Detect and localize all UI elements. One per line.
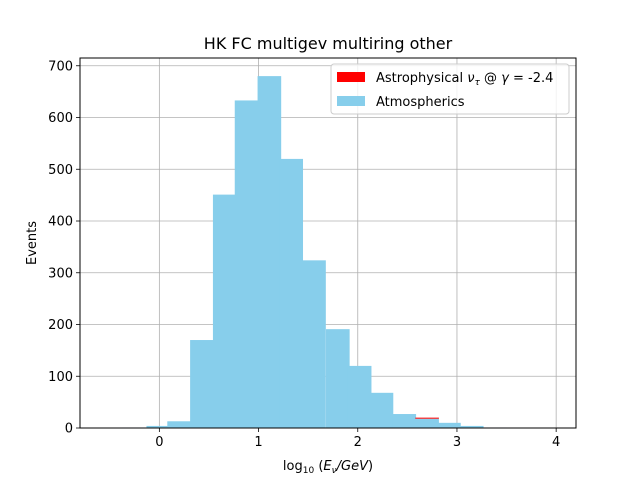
bar-atmospherics: [459, 425, 484, 428]
y-axis-label: Events: [25, 221, 40, 265]
x-axis-label: log10 (Eν/GeV): [283, 459, 373, 476]
legend-swatch-atmospherics: [337, 96, 365, 106]
legend-swatch-astrophysical: [337, 72, 365, 82]
legend-nu: ν: [467, 71, 474, 86]
bar-astrophysical: [415, 417, 439, 419]
x-tick-label: 0: [155, 435, 163, 450]
x-axis-label-nu: ν: [332, 466, 337, 476]
legend-tau-subscript: τ: [474, 78, 480, 88]
bar-atmospherics: [146, 425, 171, 428]
bar-atmospherics: [415, 418, 439, 428]
legend-gamma-value: = -2.4: [509, 71, 554, 86]
legend-at: @: [480, 71, 501, 86]
x-tick-label: 2: [354, 435, 362, 450]
y-tick-label: 700: [48, 59, 73, 74]
x-axis-label-close: ): [368, 459, 373, 474]
x-tick-label: 4: [552, 435, 560, 450]
x-axis-label-subscript: 10: [303, 466, 315, 476]
y-tick-label: 600: [48, 111, 73, 126]
x-tick-label: 3: [453, 435, 461, 450]
x-tick-label: 1: [254, 435, 262, 450]
legend-gamma: γ: [501, 71, 510, 86]
bar-atmospherics: [234, 100, 259, 428]
bar-atmospherics: [347, 365, 372, 428]
y-tick-label: 400: [48, 215, 73, 230]
legend-box: [330, 63, 570, 115]
x-axis-label-gev: /GeV: [336, 459, 369, 474]
bar-atmospherics: [279, 158, 304, 428]
y-tick-label: 200: [48, 318, 73, 333]
y-tick-label: 300: [48, 266, 73, 281]
x-axis-label-main: (: [314, 459, 323, 474]
legend: Astrophysical ντ @ γ = -2.4 Atmospherics: [330, 63, 570, 115]
axis-ticks: 0 1 2 3 4 0 100 200 300 400 500 600 700: [48, 59, 560, 450]
bar-atmospherics: [437, 422, 461, 428]
bar-atmospherics: [326, 329, 350, 428]
y-tick-label: 500: [48, 163, 73, 178]
histogram-bars: [122, 76, 507, 429]
y-tick-label: 100: [48, 370, 73, 385]
legend-label-atmospherics: Atmospherics: [376, 95, 465, 110]
bar-atmospherics: [167, 421, 191, 428]
bar-atmospherics: [302, 260, 326, 428]
bar-atmospherics: [369, 392, 394, 428]
bar-atmospherics: [257, 76, 282, 429]
y-tick-label: 0: [65, 422, 73, 437]
bar-atmospherics: [190, 340, 214, 428]
legend-label-astrophysical: Astrophysical ντ @ γ = -2.4: [376, 71, 553, 88]
plot-frame: [79, 57, 577, 429]
chart-title: HK FC multigev multiring other: [204, 34, 453, 53]
x-axis-label-energy: E: [323, 459, 332, 474]
bar-atmospherics: [212, 194, 237, 428]
bar-atmospherics: [392, 414, 417, 428]
